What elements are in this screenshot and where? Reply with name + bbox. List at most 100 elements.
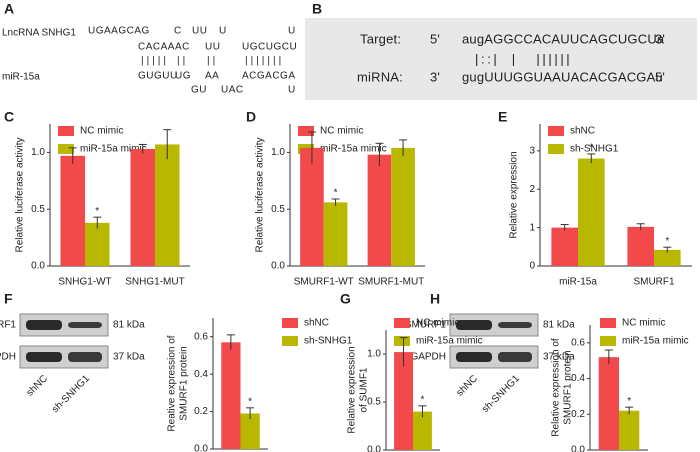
band-name: GAPDH (410, 352, 446, 363)
blot-band (498, 352, 532, 362)
significance-mark: * (665, 236, 669, 247)
y-tick-label: 3 (529, 146, 535, 157)
y-axis-label: SMURF1 protein (179, 346, 190, 420)
blot-strip (19, 313, 109, 337)
legend-label: shNC (304, 318, 329, 329)
legend-swatch (548, 126, 564, 136)
bar (60, 155, 85, 266)
sequence-segment: ACGACGA (242, 71, 296, 82)
bar (627, 226, 654, 266)
legend-label: sh-SNHG1 (304, 336, 353, 347)
y-tick-label: 1.0 (367, 349, 381, 360)
blot-band (68, 352, 102, 362)
target-seq: augAGGCCACAUUCAGCUGCUa (462, 31, 665, 46)
blot-strip (449, 313, 539, 337)
sequence-segment: U (219, 26, 227, 37)
y-axis-label: Relative luciferase activity (15, 137, 26, 252)
panel-label: G (340, 291, 351, 307)
sequence-segment: UU (192, 26, 207, 37)
target-label: Target: (360, 31, 401, 46)
y-tick-label: 1 (529, 222, 535, 233)
blot-band (68, 322, 102, 328)
blot-band (26, 320, 62, 330)
bar (413, 411, 432, 450)
x-tick-label: SMURF1-MUT (358, 277, 424, 288)
mirna-name: miR-15a (2, 72, 40, 83)
band-name: GAPDH (0, 352, 16, 363)
lane-label: sh-SNHG1 (50, 373, 92, 415)
y-tick-label: 0.2 (194, 406, 208, 417)
y-tick-label: 1.0 (271, 147, 285, 158)
blot-band (498, 322, 532, 328)
y-axis-label: Relative expression of (551, 338, 562, 437)
panel-label: A (4, 1, 14, 17)
legend-label: sh-SNHG1 (570, 144, 619, 155)
sequence-segment: C (174, 26, 182, 37)
legend-swatch (282, 318, 298, 328)
legend-label: miR-15a mimic (416, 336, 483, 347)
y-tick-label: 0.5 (271, 204, 285, 215)
legend-swatch (600, 318, 616, 328)
legend-swatch (548, 144, 564, 154)
legend-swatch (58, 126, 74, 136)
legend-swatch (58, 144, 74, 154)
sequence-segment: U (288, 26, 296, 37)
y-axis-label: Relative luciferase activity (255, 137, 266, 252)
lane-label: shNC (25, 373, 50, 398)
bar (367, 154, 392, 266)
x-tick-label: SMURF1 (633, 277, 675, 288)
band-size: 37 kDa (113, 352, 145, 363)
significance-mark: * (420, 394, 424, 405)
bar (394, 352, 413, 450)
panel-label: E (498, 109, 507, 125)
y-tick-label: 0.0 (271, 261, 285, 272)
y-tick-label: 0.0 (571, 445, 585, 452)
band-name: SMURF1 (405, 320, 447, 331)
legend-label: miR-15a mimic (80, 144, 147, 155)
sequence-segment: UAC (221, 85, 244, 96)
rna-name: LncRNA SNHG1 (2, 28, 76, 39)
bar (323, 202, 348, 266)
legend-label: shNC (570, 126, 595, 137)
bar (155, 144, 180, 266)
blot-strip (19, 345, 109, 369)
y-tick-label: 0.0 (31, 261, 45, 272)
y-tick-label: 0.4 (571, 373, 585, 384)
lane-label: shNC (455, 373, 480, 398)
legend-label: NC mimic (320, 126, 363, 137)
blot-band (26, 352, 62, 362)
sequence-segment: ||||||| (245, 56, 284, 67)
mirna-end: 5' (655, 69, 665, 84)
legend-label: NC mimic (416, 318, 459, 329)
bar (551, 227, 578, 266)
sequence-segment: || (177, 56, 188, 67)
significance-mark: * (589, 143, 593, 154)
band-size: 37 kDa (543, 352, 575, 363)
y-tick-label: 0.5 (31, 204, 45, 215)
legend-swatch (282, 336, 298, 346)
sequence-segment: UU (205, 42, 220, 53)
sequence-segment: UGCUGCU (242, 42, 297, 53)
x-tick-label: SNHG1-WT (58, 277, 111, 288)
panel-label: D (246, 109, 256, 125)
y-axis-label: SMURF1 protein (563, 350, 574, 424)
y-tick-label: 0.0 (367, 445, 381, 452)
y-axis-label: Relative expression (347, 346, 358, 433)
sequence-segment: || (207, 56, 218, 67)
mirna-label: miRNA: (357, 69, 403, 84)
y-axis-label: Reative expression of (167, 335, 178, 431)
y-axis-label: of SUMF1 (359, 367, 370, 412)
sequence-segment: UG (175, 71, 191, 82)
sequence-segment: ||||| (141, 56, 169, 67)
blot-band (456, 352, 492, 362)
panel-label: B (312, 1, 322, 17)
band-size: 81 kDa (543, 320, 575, 331)
panel-label: C (4, 109, 14, 125)
legend-label: NC mimic (622, 318, 665, 329)
legend-swatch (600, 336, 616, 346)
bar (240, 413, 260, 449)
bar (598, 357, 619, 450)
blot-strip (449, 345, 539, 369)
lane-label: sh-SNHG1 (480, 373, 522, 415)
